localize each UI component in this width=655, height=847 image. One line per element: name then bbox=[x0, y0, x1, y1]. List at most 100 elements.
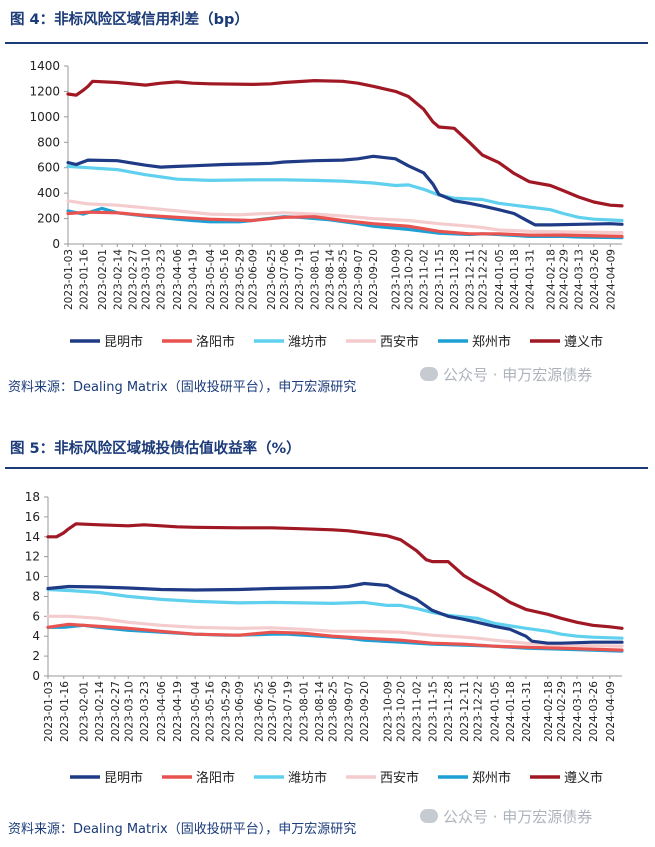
x-tick-label: 2023-06-25 bbox=[266, 249, 278, 310]
legend-label: 潍坊市 bbox=[288, 770, 327, 786]
x-tick-label: 2023-09-07 bbox=[343, 681, 355, 742]
x-tick-label: 2023-02-27 bbox=[128, 249, 140, 310]
x-tick-label: 2024-02-29 bbox=[558, 249, 570, 310]
x-tick-label: 2023-03-23 bbox=[156, 249, 168, 310]
x-tick-label: 2023-04-19 bbox=[187, 249, 199, 310]
legend-item: 郑州市 bbox=[438, 334, 511, 350]
y-tick-label: 4 bbox=[32, 629, 40, 643]
legend-item: 洛阳市 bbox=[162, 334, 235, 350]
y-tick-label: 200 bbox=[37, 212, 60, 226]
series-line-3 bbox=[66, 164, 624, 223]
source-note: 资料来源：Dealing Matrix（固收投研平台），申万宏源研究 bbox=[8, 380, 357, 395]
x-tick-label: 2023-12-22 bbox=[472, 681, 484, 742]
x-tick-label: 2023-08-14 bbox=[314, 681, 326, 742]
wechat-icon bbox=[420, 367, 438, 381]
x-tick-label: 2024-01-05 bbox=[489, 681, 501, 742]
x-tick-label: 2023-10-20 bbox=[396, 681, 408, 742]
x-tick-label: 2023-01-03 bbox=[43, 681, 55, 742]
x-tick-label: 2023-05-29 bbox=[221, 681, 233, 742]
source-note: 资料来源：Dealing Matrix（固收投研平台），申万宏源研究 bbox=[8, 822, 357, 837]
legend-label: 昆明市 bbox=[104, 770, 143, 786]
yield-chart: 0 2 4 6 8 10 12 14 16 18 2023-01-03 2023-01-16 2023-… bbox=[25, 490, 624, 786]
x-tick-label: 2023-03-10 bbox=[140, 249, 152, 310]
y-tick-label: 1400 bbox=[29, 59, 60, 73]
x-tick-label: 2023-07-19 bbox=[283, 681, 295, 742]
y-tick-label: 6 bbox=[32, 609, 40, 623]
x-tick-label: 2023-09-20 bbox=[368, 249, 380, 310]
x-tick-label: 2023-06-25 bbox=[253, 681, 265, 742]
y-tick-label: 18 bbox=[25, 490, 40, 504]
legend-label: 遵义市 bbox=[564, 770, 603, 786]
legend-item: 洛阳市 bbox=[162, 770, 235, 786]
y-tick-label: 600 bbox=[37, 161, 60, 175]
y-tick-label: 16 bbox=[25, 510, 40, 524]
legend-item: 遵义市 bbox=[530, 334, 603, 350]
x-tick-label: 2024-03-13 bbox=[572, 681, 584, 742]
legend-label: 潍坊市 bbox=[288, 334, 327, 350]
series-line-1 bbox=[46, 581, 624, 645]
x-tick-label: 2023-02-14 bbox=[94, 681, 106, 742]
title-rule bbox=[5, 42, 648, 44]
y-tick-label: 0 bbox=[52, 237, 60, 251]
x-tick-label: 2023-03-10 bbox=[123, 681, 135, 742]
x-tick-label: 2023-11-28 bbox=[443, 681, 455, 742]
x-tick-label: 2023-08-25 bbox=[328, 681, 340, 742]
series-line-2 bbox=[66, 210, 624, 238]
x-tick-label: 2023-12-11 bbox=[459, 681, 471, 742]
x-tick-label: 2023-08-25 bbox=[338, 249, 350, 310]
x-tick-label: 2023-10-09 bbox=[382, 681, 394, 742]
watermark: 公众号 · 申万宏源债券 bbox=[420, 364, 592, 385]
x-tick-label: 2023-04-19 bbox=[172, 681, 184, 742]
x-tick-label: 2023-07-19 bbox=[294, 249, 306, 310]
x-tick-label: 2023-08-01 bbox=[309, 249, 321, 310]
x-tick-label: 2024-04-09 bbox=[605, 681, 617, 742]
series-line-5 bbox=[66, 206, 624, 240]
legend-item: 潍坊市 bbox=[254, 770, 327, 786]
x-tick-label: 2023-11-15 bbox=[434, 249, 446, 310]
watermark-text: 公众号 · 申万宏源债券 bbox=[443, 366, 593, 384]
x-tick-label: 2024-01-31 bbox=[521, 681, 533, 742]
x-tick-label: 2023-09-07 bbox=[353, 249, 365, 310]
x-tick-label: 2024-01-18 bbox=[509, 249, 521, 310]
y-tick-label: 10 bbox=[25, 570, 40, 584]
x-tick-label: 2024-04-09 bbox=[605, 249, 617, 310]
x-tick-label: 2023-05-16 bbox=[205, 681, 217, 742]
legend-label: 遵义市 bbox=[564, 334, 603, 350]
x-tick-label: 2023-04-06 bbox=[172, 249, 184, 310]
x-tick-label: 2023-12-22 bbox=[477, 249, 489, 310]
x-tick-label: 2023-10-09 bbox=[390, 249, 402, 310]
x-tick-label: 2023-02-01 bbox=[97, 249, 109, 310]
legend-item: 郑州市 bbox=[438, 770, 511, 786]
x-tick-label: 2023-12-11 bbox=[464, 249, 476, 310]
legend-item: 昆明市 bbox=[70, 770, 143, 786]
x-tick-label: 2023-01-03 bbox=[63, 249, 75, 310]
legend-label: 郑州市 bbox=[472, 334, 511, 350]
legend-item: 潍坊市 bbox=[254, 334, 327, 350]
legend-label: 西安市 bbox=[380, 334, 419, 350]
legend-item: 遵义市 bbox=[530, 770, 603, 786]
y-tick-label: 400 bbox=[37, 186, 60, 200]
y-tick-label: 12 bbox=[25, 550, 40, 564]
x-tick-label: 2023-10-20 bbox=[403, 249, 415, 310]
x-tick-label: 2023-05-29 bbox=[234, 249, 246, 310]
x-tick-label: 2024-03-26 bbox=[589, 249, 601, 310]
title-rule bbox=[5, 467, 648, 469]
series-line-3 bbox=[46, 587, 624, 640]
x-tick-label: 2023-06-09 bbox=[247, 249, 259, 310]
x-tick-label: 2023-11-15 bbox=[427, 681, 439, 742]
x-tick-label: 2023-02-27 bbox=[110, 681, 122, 742]
y-tick-label: 1000 bbox=[29, 110, 60, 124]
legend-item: 西安市 bbox=[346, 334, 419, 350]
legend-item: 西安市 bbox=[346, 770, 419, 786]
series-line-4 bbox=[66, 199, 624, 235]
watermark: 公众号 · 申万宏源债券 bbox=[420, 806, 592, 827]
x-tick-label: 2023-08-01 bbox=[298, 681, 310, 742]
series-line-6 bbox=[66, 79, 624, 208]
legend-label: 洛阳市 bbox=[196, 770, 235, 786]
legend-label: 郑州市 bbox=[472, 770, 511, 786]
x-tick-label: 2023-08-14 bbox=[325, 249, 337, 310]
watermark-text: 公众号 · 申万宏源债券 bbox=[443, 808, 593, 826]
chart-title: 图 4：非标风险区域信用利差（bp） bbox=[10, 12, 249, 28]
x-tick-label: 2023-05-04 bbox=[205, 249, 217, 310]
x-tick-label: 2024-03-13 bbox=[574, 249, 586, 310]
